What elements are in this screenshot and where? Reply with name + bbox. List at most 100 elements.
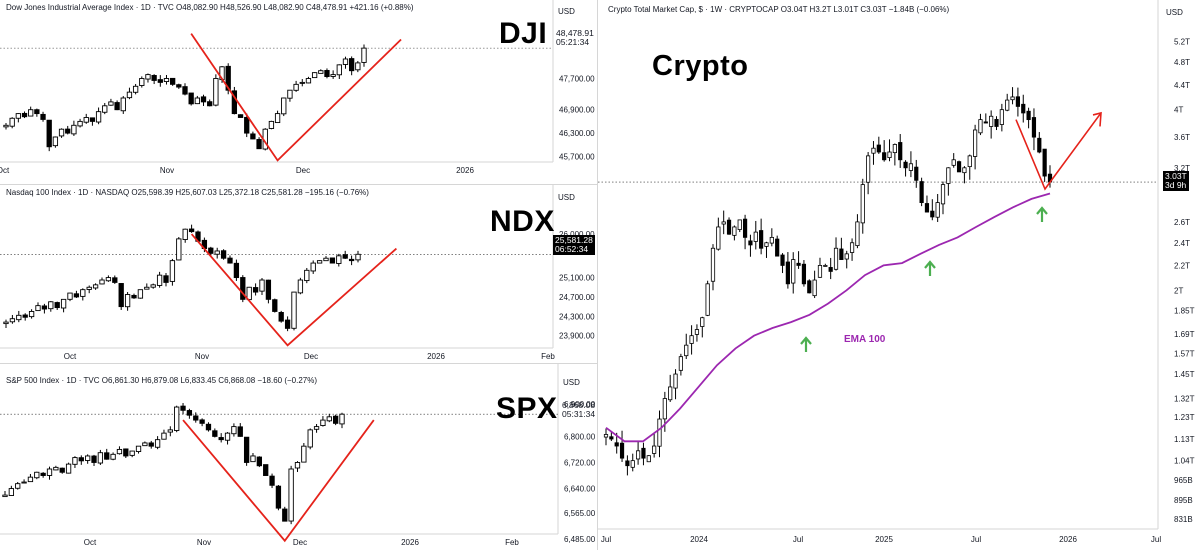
price-tick-label: 46,900.00 — [559, 106, 595, 115]
divider-left-right — [597, 0, 598, 550]
time-tick-label: Oct — [0, 166, 10, 175]
price-tick-label: 6,720.00 — [564, 458, 596, 467]
candle-body — [1015, 96, 1021, 107]
candle-body — [281, 97, 287, 115]
candle-body — [349, 58, 355, 72]
candle-body — [860, 184, 865, 224]
crypto-price-value: 3.03T — [1165, 171, 1187, 181]
candle-body — [342, 254, 348, 259]
divider-dji-ndx — [0, 184, 598, 185]
divider-ndx-spx — [0, 363, 598, 364]
candle-body — [833, 247, 839, 270]
candle-body — [259, 279, 265, 292]
candle-body — [34, 471, 40, 479]
candle-body — [726, 219, 732, 235]
candle-body — [213, 78, 219, 106]
spx-countdown: 05:31:34 — [562, 409, 596, 419]
candle-body — [126, 91, 133, 99]
candle-body — [182, 86, 188, 95]
spx-price-value: 6,868.08 — [562, 400, 596, 410]
candle-body — [305, 78, 312, 84]
candle-body — [193, 415, 199, 421]
time-tick-label: Jul — [601, 535, 611, 544]
price-tick-label: 26,000.00 — [559, 230, 595, 239]
candle-body — [252, 287, 259, 293]
candle-body — [21, 112, 28, 118]
candle-body — [311, 72, 318, 79]
candle-body — [336, 64, 342, 76]
candle-body — [72, 457, 78, 465]
spx-big-label: SPX — [496, 392, 558, 425]
candle-body — [97, 452, 104, 464]
candle-body — [871, 147, 876, 154]
candle-body — [294, 462, 301, 469]
candle-body — [186, 410, 193, 416]
candle-body — [131, 294, 137, 299]
candle-body — [342, 58, 349, 65]
candle-body — [801, 263, 807, 285]
candle-body — [41, 305, 48, 310]
candle-body — [278, 312, 284, 322]
candle-body — [876, 144, 881, 153]
candle-body — [269, 475, 275, 486]
candle-body — [625, 460, 630, 467]
candle-body — [52, 136, 59, 147]
candle-body — [297, 279, 304, 294]
candle-body — [641, 447, 646, 459]
candle-body — [40, 113, 46, 120]
candle-body — [657, 418, 662, 447]
candle-body — [694, 329, 700, 335]
candle-body — [1037, 137, 1042, 153]
time-tick-label: Nov — [195, 352, 209, 361]
time-tick-label: 2025 — [875, 535, 893, 544]
candle-body — [118, 283, 124, 308]
candle-body — [983, 121, 988, 124]
candle-body — [898, 142, 903, 161]
candle-body — [80, 289, 86, 297]
dji-currency: USD — [558, 7, 575, 16]
price-tick-label: 4.8T — [1174, 58, 1190, 67]
candle-body — [148, 442, 154, 447]
spx-legend: S&P 500 Index · 1D · TVC O6,861.30 H6,87… — [6, 376, 318, 385]
price-tick-label: 1.32T — [1174, 395, 1195, 404]
candle-body — [65, 463, 72, 474]
time-tick-label: Oct — [84, 538, 97, 547]
candle-body — [212, 430, 218, 437]
candle-body — [630, 460, 635, 468]
candle-body — [34, 109, 40, 115]
green-arrow-1-head — [800, 336, 812, 345]
time-tick-label: Dec — [296, 166, 310, 175]
candle-body — [139, 78, 145, 86]
price-tick-label: 1.04T — [1174, 457, 1195, 466]
candle-body — [700, 317, 705, 327]
candle-body — [116, 448, 123, 455]
candle-body — [849, 242, 855, 253]
price-tick-label: 4T — [1174, 106, 1183, 115]
candle-body — [65, 128, 71, 134]
candle-body — [92, 284, 99, 289]
candle-body — [188, 228, 195, 233]
candle-body — [1021, 103, 1026, 114]
candle-body — [301, 445, 307, 463]
candle-body — [914, 166, 919, 181]
dji-countdown: 05:21:34 — [556, 37, 590, 47]
candle-body — [102, 105, 108, 113]
ndx-big-label: NDX — [490, 205, 555, 238]
ema-label: EMA 100 — [844, 334, 886, 345]
price-tick-label: 5.2T — [1174, 37, 1190, 46]
price-tick-label: 895B — [1174, 496, 1193, 505]
candle-body — [855, 221, 860, 247]
candle-body — [78, 457, 84, 462]
candle-body — [218, 437, 224, 441]
candle-body — [28, 109, 34, 117]
candle-body — [144, 286, 150, 290]
ndx-panel: 26,000.00 25,100.00 24,700.00 24,300.00 23,9… — [0, 185, 598, 363]
time-tick-label: Jul — [793, 535, 803, 544]
candle-body — [231, 426, 237, 435]
time-tick-label: 2026 — [1059, 535, 1077, 544]
candle-body — [994, 118, 999, 127]
price-tick-label: 3.2T — [1174, 164, 1190, 173]
ndx-legend: Nasdaq 100 Index · 1D · NASDAQ O25,598.3… — [6, 188, 369, 197]
candle-body — [237, 426, 243, 437]
price-tick-label: 2.6T — [1174, 218, 1190, 227]
